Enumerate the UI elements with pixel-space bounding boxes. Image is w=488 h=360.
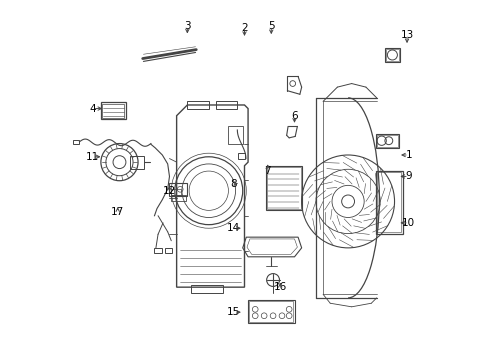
Bar [171, 195, 185, 201]
Text: 1: 1 [405, 150, 411, 160]
Text: 2: 2 [241, 23, 247, 33]
Text: 11: 11 [86, 152, 99, 162]
Text: 12: 12 [163, 186, 176, 196]
Bar [376, 135, 397, 147]
Text: 7: 7 [264, 166, 270, 176]
Bar [375, 171, 402, 234]
Bar [169, 183, 186, 196]
Bar [265, 166, 301, 210]
Bar [187, 102, 208, 109]
Text: 8: 8 [229, 179, 236, 189]
Bar [101, 102, 125, 119]
Bar [385, 49, 398, 61]
Text: 9: 9 [405, 171, 411, 181]
Bar [165, 248, 172, 253]
Bar [154, 248, 162, 253]
Bar [238, 153, 244, 159]
Text: 14: 14 [227, 223, 240, 233]
Bar [73, 140, 80, 144]
Bar [190, 285, 223, 293]
Bar [228, 126, 242, 144]
Bar [384, 48, 400, 62]
Bar [130, 156, 143, 168]
Text: 16: 16 [273, 282, 286, 292]
Text: 4: 4 [89, 104, 96, 113]
Bar [171, 189, 181, 195]
Bar [266, 167, 300, 209]
Bar [216, 102, 237, 109]
Text: 17: 17 [111, 207, 124, 217]
Text: 6: 6 [290, 111, 297, 121]
Text: 13: 13 [400, 30, 413, 40]
Bar [247, 300, 294, 323]
Text: 3: 3 [183, 21, 190, 31]
Bar [375, 134, 398, 148]
Bar [248, 301, 293, 322]
Bar [102, 104, 124, 118]
Bar [377, 172, 401, 232]
Text: 5: 5 [267, 21, 274, 31]
Text: 10: 10 [402, 218, 414, 228]
Text: 15: 15 [227, 307, 240, 317]
